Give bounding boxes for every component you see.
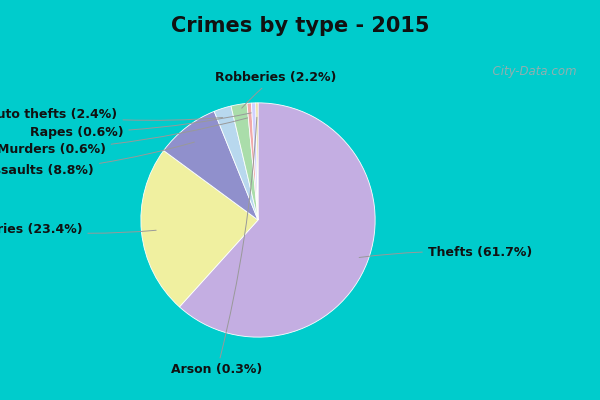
Wedge shape: [214, 106, 258, 220]
Text: Assaults (8.8%): Assaults (8.8%): [0, 142, 194, 177]
Text: Thefts (61.7%): Thefts (61.7%): [359, 246, 532, 259]
Wedge shape: [256, 103, 258, 220]
Text: Crimes by type - 2015: Crimes by type - 2015: [171, 16, 429, 36]
Wedge shape: [141, 150, 258, 307]
Wedge shape: [247, 103, 258, 220]
Text: Arson (0.3%): Arson (0.3%): [172, 117, 263, 376]
Wedge shape: [179, 103, 375, 337]
Wedge shape: [164, 111, 258, 220]
Text: City-Data.com: City-Data.com: [485, 65, 577, 78]
Wedge shape: [251, 103, 258, 220]
Text: Murders (0.6%): Murders (0.6%): [0, 118, 248, 156]
Text: Burglaries (23.4%): Burglaries (23.4%): [0, 223, 156, 236]
Wedge shape: [231, 103, 258, 220]
Text: Robberies (2.2%): Robberies (2.2%): [215, 70, 336, 108]
Text: Rapes (0.6%): Rapes (0.6%): [29, 113, 251, 139]
Text: Auto thefts (2.4%): Auto thefts (2.4%): [0, 108, 223, 121]
